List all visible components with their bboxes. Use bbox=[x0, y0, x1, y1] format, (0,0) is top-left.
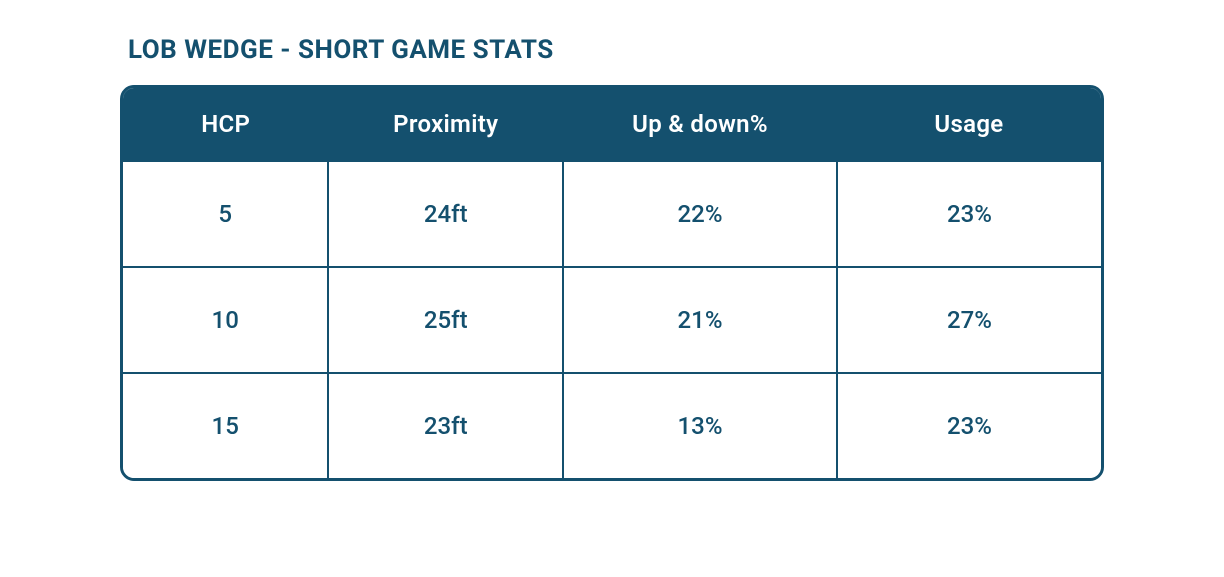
cell-updown: 22% bbox=[563, 161, 837, 267]
table-row: 5 24ft 22% 23% bbox=[123, 161, 1101, 267]
cell-hcp: 10 bbox=[123, 267, 328, 373]
cell-hcp: 15 bbox=[123, 373, 328, 478]
cell-usage: 23% bbox=[837, 373, 1101, 478]
cell-usage: 23% bbox=[837, 161, 1101, 267]
column-header-usage: Usage bbox=[837, 88, 1101, 161]
column-header-hcp: HCP bbox=[123, 88, 328, 161]
table-row: 15 23ft 13% 23% bbox=[123, 373, 1101, 478]
table-body: 5 24ft 22% 23% 10 25ft 21% 27% 15 23ft 1… bbox=[123, 161, 1101, 478]
cell-updown: 13% bbox=[563, 373, 837, 478]
page-title: LOB WEDGE - SHORT GAME STATS bbox=[128, 35, 1104, 65]
stats-table-container: HCP Proximity Up & down% Usage 5 24ft 22… bbox=[120, 85, 1104, 481]
cell-proximity: 24ft bbox=[328, 161, 563, 267]
table-header-row: HCP Proximity Up & down% Usage bbox=[123, 88, 1101, 161]
stats-table: HCP Proximity Up & down% Usage 5 24ft 22… bbox=[123, 88, 1101, 478]
cell-usage: 27% bbox=[837, 267, 1101, 373]
column-header-proximity: Proximity bbox=[328, 88, 563, 161]
cell-hcp: 5 bbox=[123, 161, 328, 267]
column-header-updown: Up & down% bbox=[563, 88, 837, 161]
cell-proximity: 23ft bbox=[328, 373, 563, 478]
cell-proximity: 25ft bbox=[328, 267, 563, 373]
table-row: 10 25ft 21% 27% bbox=[123, 267, 1101, 373]
table-header: HCP Proximity Up & down% Usage bbox=[123, 88, 1101, 161]
cell-updown: 21% bbox=[563, 267, 837, 373]
